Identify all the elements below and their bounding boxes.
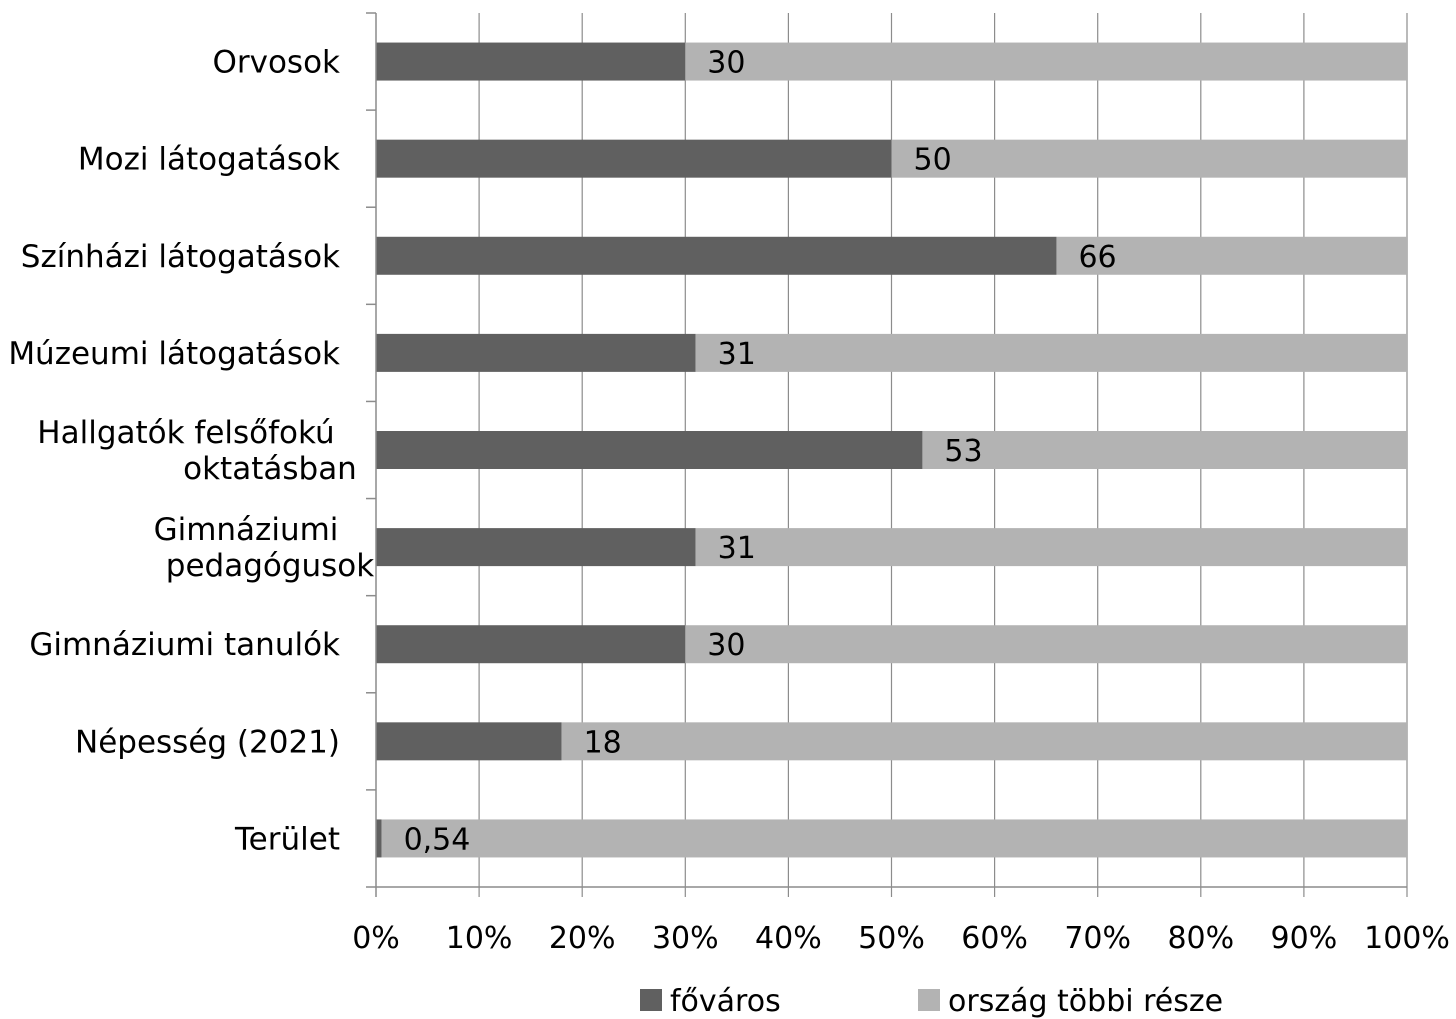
category-label-line-2-0: Színházi látogatások [21, 239, 340, 275]
bar-orszag-6 [685, 625, 1407, 664]
bar-orszag-7 [561, 722, 1407, 761]
bar-orszag-0 [685, 42, 1407, 81]
legend-label-1: ország többi része [948, 984, 1223, 1019]
data-label-1: 50 [914, 143, 952, 178]
legend-label-0: főváros [670, 984, 781, 1019]
bar-orszag-4 [922, 431, 1407, 469]
bar-fovaros-6 [376, 625, 686, 664]
category-label-line-5-1: pedagógusok [166, 548, 375, 584]
category-label-line-1-0: Mozi látogatások [78, 142, 340, 178]
bar-orszag-5 [695, 528, 1407, 567]
bar-orszag-1 [891, 139, 1407, 178]
category-label-line-6-0: Gimnáziumi tanulók [29, 627, 340, 663]
data-label-7: 18 [584, 725, 622, 760]
category-label-8: Terület [234, 821, 340, 857]
bar-fovaros-5 [376, 528, 696, 567]
category-label-line-8-0: Terület [234, 821, 340, 857]
x-tick-label-7: 70% [1064, 921, 1131, 956]
labels: 0% 10% 20% 30% 40% 50% 60% 70% 80% 90% 100% 30 Orvos… [8, 45, 1450, 956]
category-label-line-3-0: Múzeumi látogatások [8, 336, 340, 372]
x-tick-label-8: 80% [1167, 921, 1234, 956]
axes [366, 12, 1407, 897]
x-tick-label-0: 0% [352, 921, 400, 956]
bar-fovaros-1 [376, 139, 892, 178]
x-tick-label-9: 90% [1271, 921, 1338, 956]
category-label-7: Népesség (2021) [75, 724, 340, 760]
legend-swatch-1 [918, 989, 940, 1011]
x-tick-label-1: 10% [446, 921, 513, 956]
bar-fovaros-0 [376, 42, 686, 81]
category-label-line-0-0: Orvosok [212, 45, 340, 81]
data-label-5: 31 [718, 531, 756, 566]
bar-fovaros-3 [376, 333, 696, 372]
category-label-2: Színházi látogatások [21, 239, 340, 275]
category-label-1: Mozi látogatások [78, 142, 340, 178]
data-label-2: 66 [1078, 240, 1116, 275]
data-label-0: 30 [707, 46, 745, 81]
bar-fovaros-4 [376, 431, 923, 469]
x-tick-label-5: 50% [858, 921, 925, 956]
category-label-line-4-0: Hallgatók felsőfokú [37, 415, 334, 451]
x-tick-label-6: 60% [961, 921, 1028, 956]
data-label-6: 30 [707, 628, 745, 663]
bar-orszag-2 [1056, 236, 1407, 275]
x-tick-label-4: 40% [755, 921, 822, 956]
category-label-line-7-0: Népesség (2021) [75, 724, 340, 760]
legend: főváros ország többi része [640, 984, 1223, 1019]
data-label-4: 53 [944, 434, 982, 469]
category-label-4: Hallgatók felsőfokú oktatásban [37, 415, 357, 487]
bar-fovaros-2 [376, 236, 1057, 275]
category-label-0: Orvosok [212, 45, 340, 81]
bar-fovaros-8 [376, 819, 382, 858]
category-label-line-4-1: oktatásban [183, 451, 357, 487]
legend-swatch-0 [640, 989, 662, 1011]
x-tick-label-2: 20% [549, 921, 616, 956]
x-tick-label-10: 100% [1364, 921, 1450, 956]
x-tick-label-3: 30% [652, 921, 719, 956]
category-label-5: Gimnáziumi pedagógusok [154, 512, 375, 584]
category-label-line-5-0: Gimnáziumi [154, 512, 339, 548]
category-label-3: Múzeumi látogatások [8, 336, 340, 372]
bar-orszag-3 [695, 333, 1407, 372]
data-label-8: 0,54 [404, 822, 471, 857]
bars [376, 42, 1408, 858]
data-label-3: 31 [718, 337, 756, 372]
bar-orszag-8 [381, 819, 1408, 858]
category-label-6: Gimnáziumi tanulók [29, 627, 340, 663]
bar-fovaros-7 [376, 722, 562, 761]
